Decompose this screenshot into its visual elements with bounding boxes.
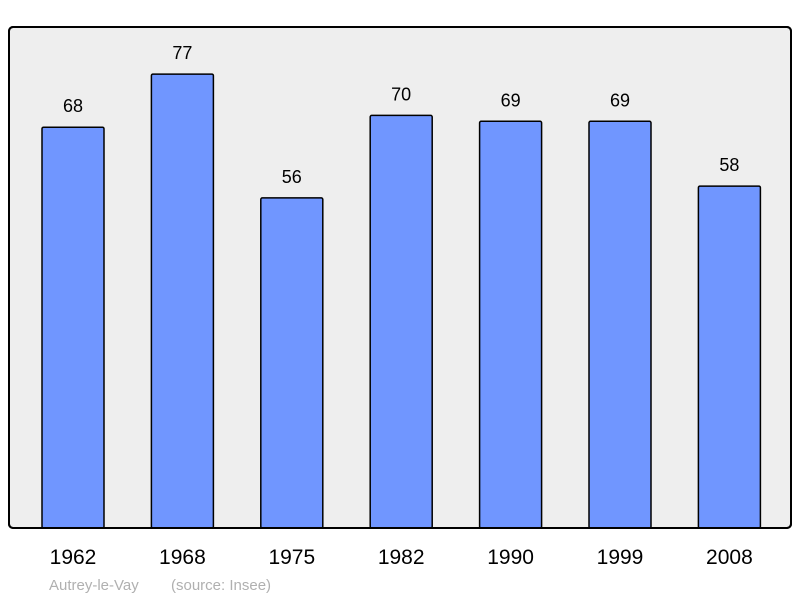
caption-source: (source: Insee) (171, 577, 271, 594)
plot-frame (8, 26, 792, 529)
x-tick-label-1990: 1990 (487, 546, 534, 569)
bar-1982 (369, 114, 433, 529)
x-tick-label-2008: 2008 (706, 546, 753, 569)
bar-1962 (41, 126, 105, 529)
data-label-1982: 70 (391, 84, 411, 104)
bar-1990 (478, 120, 543, 529)
data-label-1975: 56 (282, 167, 302, 187)
bar-1968 (150, 73, 215, 529)
x-tick-label-1968: 1968 (159, 546, 206, 569)
x-tick-label-1999: 1999 (597, 546, 644, 569)
caption-place: Autrey-le-Vay (49, 577, 139, 594)
data-label-1999: 69 (610, 90, 630, 110)
bar-1999 (588, 120, 652, 529)
data-label-1962: 68 (63, 96, 83, 116)
x-tick-label-1982: 1982 (378, 546, 425, 569)
bar-2008 (697, 185, 762, 529)
data-label-1968: 77 (172, 43, 192, 63)
data-label-2008: 58 (719, 155, 739, 175)
x-tick-label-1975: 1975 (268, 546, 315, 569)
bar-1975 (260, 197, 324, 529)
x-tick-label-1962: 1962 (50, 546, 97, 569)
data-label-1990: 69 (501, 90, 521, 110)
